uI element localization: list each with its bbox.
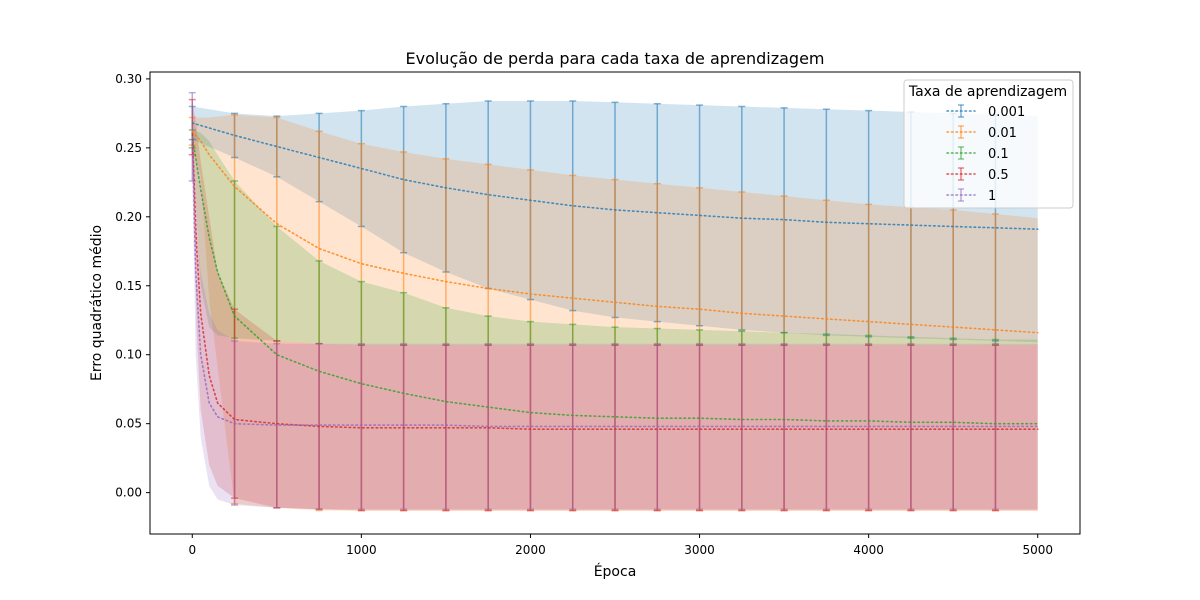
- legend-title: Taxa de aprendizagem: [908, 84, 1067, 100]
- errorbar-4-8: [526, 342, 534, 510]
- x-tick-label: 2000: [515, 543, 546, 557]
- y-tick-label: 0.25: [115, 141, 142, 155]
- mean-line-4: [191, 136, 1039, 428]
- legend-label: 0.5: [988, 168, 1009, 183]
- legend-item-0: 0.001: [946, 104, 1025, 120]
- errorbar-4-4: [357, 342, 365, 510]
- errorbar-4-18: [949, 342, 957, 510]
- y-axis-ticks: 0.00 0.05 0.10 0.15 0.20 0.25 0.30: [115, 72, 150, 500]
- legend-item-3: 0.5: [946, 167, 1009, 183]
- legend-label: 0.01: [988, 126, 1017, 141]
- legend-label: 1: [988, 189, 996, 204]
- error-bars: [188, 91, 999, 512]
- x-tick-label: 5000: [1022, 543, 1053, 557]
- errorbar-4-5: [400, 342, 408, 510]
- errorbar-4-15: [822, 342, 830, 510]
- y-axis-label: Erro quadrático médio: [89, 225, 105, 381]
- errorbar-4-10: [611, 342, 619, 510]
- legend-item-1: 0.01: [946, 125, 1017, 141]
- y-tick-label: 0.15: [115, 279, 142, 293]
- errorbar-4-6: [442, 342, 450, 510]
- mean-lines: [191, 122, 1039, 431]
- x-axis-ticks: 0 1000 2000 3000 4000 5000: [188, 534, 1053, 557]
- legend-item-4: 1: [946, 188, 996, 204]
- errorbar-4-13: [738, 342, 746, 510]
- legend-item-2: 0.1: [946, 146, 1009, 162]
- legend-label: 0.1: [988, 147, 1009, 162]
- legend-label: 0.001: [988, 105, 1025, 120]
- mean-line-2: [191, 136, 1039, 425]
- x-tick-label: 4000: [853, 543, 884, 557]
- x-tick-label: 1000: [346, 543, 377, 557]
- y-tick-label: 0.05: [115, 417, 142, 431]
- y-tick-label: 0.20: [115, 210, 142, 224]
- chart-title: Evolução de perda para cada taxa de apre…: [405, 49, 824, 68]
- y-tick-label: 0.10: [115, 348, 142, 362]
- mean-line-1: [191, 130, 1039, 334]
- y-tick-label: 0.00: [115, 486, 142, 500]
- mean-line-3: [191, 133, 1039, 431]
- plot-frame: [149, 71, 1081, 535]
- x-tick-label: 0: [188, 543, 196, 557]
- y-tick-label: 0.30: [115, 72, 142, 86]
- legend-box: [903, 79, 1074, 209]
- x-tick-label: 3000: [684, 543, 715, 557]
- x-axis-label: Época: [594, 563, 637, 580]
- legend: Taxa de aprendizagem 0.001 0.01 0.1 0.5 1: [903, 79, 1074, 209]
- mean-line-0: [191, 122, 1039, 230]
